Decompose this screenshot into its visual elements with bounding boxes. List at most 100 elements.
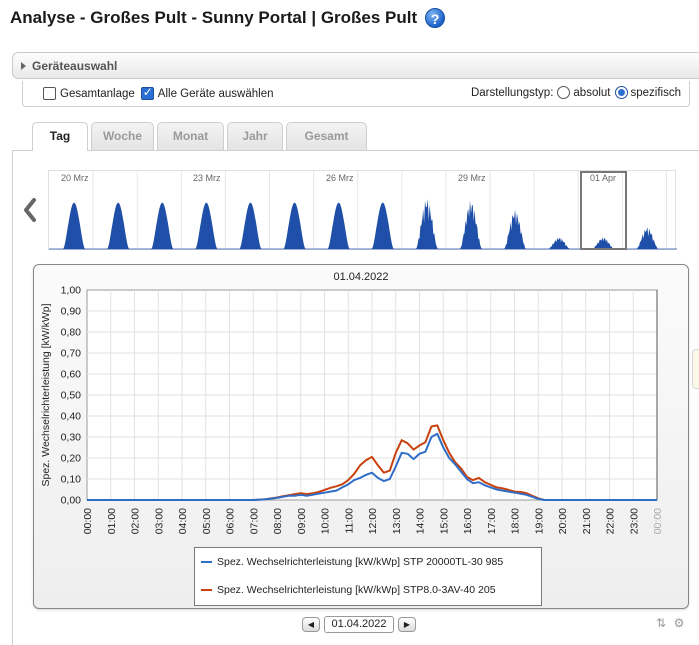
device-selection-label: Geräteauswahl [32,58,118,73]
date-input[interactable]: 01.04.2022 [324,616,394,633]
device-selection-header[interactable]: Geräteauswahl [12,52,699,79]
spezifisch-label: spezifisch [630,86,682,99]
y-tick-label: 0,20 [61,453,82,465]
overview-day-area [151,202,174,249]
x-tick-label: 12:00 [367,508,379,534]
tab-jahr[interactable]: Jahr [227,122,283,150]
overview-day-area [644,239,646,249]
overview-day-area [239,202,262,249]
gesamtanlage-checkbox[interactable] [43,87,56,100]
overview-date-label: 20 Mrz [61,173,89,183]
tab-woche[interactable]: Woche [91,122,154,150]
legend-label: Spez. Wechselrichterleistung [kW/kWp] ST… [217,584,496,596]
x-tick-label: 05:00 [201,508,213,534]
tab-monat[interactable]: Monat [157,122,224,150]
expand-triangle-icon [21,61,26,70]
overview-graph [49,171,677,250]
x-tick-label: 00:00 [652,508,664,534]
select-all-devices-checkbox[interactable] [140,85,154,100]
x-tick-label: 06:00 [225,508,237,534]
legend-item[interactable]: Spez. Wechselrichterleistung [kW/kWp] ST… [195,548,541,576]
x-tick-label: 16:00 [462,508,474,534]
x-tick-label: 01:00 [106,508,118,534]
table-view-icon[interactable]: ⇅ [655,616,667,630]
page-title: Analyse - Großes Pult - Sunny Portal | G… [10,8,446,28]
overview-day-area [327,202,350,249]
y-tick-label: 0,10 [61,474,82,486]
previous-period-arrow-icon[interactable] [22,198,38,222]
y-tick-label: 0,50 [61,390,82,402]
options-bar: Gesamtanlage Alle Geräte auswählen Darst… [22,81,690,107]
page-title-text: Analyse - Großes Pult - Sunny Portal | G… [10,8,418,27]
absolut-radio[interactable] [557,86,571,99]
select-all-devices-label: Alle Geräte auswählen [157,87,274,100]
previous-day-button[interactable]: ◀ [302,617,320,632]
y-tick-label: 0,60 [61,369,82,381]
day-overview-strip[interactable]: 20 Mrz 23 Mrz 26 Mrz 29 Mrz 01 Apr [48,170,677,250]
x-tick-label: 02:00 [130,508,142,534]
overview-selected-day-frame [580,171,627,250]
x-tick-label: 09:00 [296,508,308,534]
x-tick-label: 00:00 [82,508,94,534]
settings-gear-icon[interactable]: ⚙ [673,616,685,630]
chart-container: 01.04.2022 0,00 0,10 0,20 0,30 0,40 0,50 0,60 0… [33,264,689,609]
y-tick-label: 1,00 [61,285,82,297]
x-tick-label: 21:00 [581,508,593,534]
overview-date-label: 29 Mrz [458,173,486,183]
overview-day-area [415,198,438,249]
y-tick-label: 0,00 [61,495,82,507]
y-tick-label: 0,40 [61,411,82,423]
side-panel-handle[interactable] [692,349,699,389]
absolut-label: absolut [573,86,611,99]
date-navigator: ◀ 01.04.2022 ▶ [302,616,416,633]
x-tick-label: 04:00 [177,508,189,534]
tab-tag[interactable]: Tag [32,122,88,151]
x-tick-label: 03:00 [153,508,165,534]
x-tick-label: 07:00 [248,508,260,534]
line-chart: 0,00 0,10 0,20 0,30 0,40 0,50 0,60 0,70 0,80 0,90… [40,285,664,535]
x-tick-label: 18:00 [510,508,522,534]
legend-label: Spez. Wechselrichterleistung [kW/kWp] ST… [217,556,504,568]
x-tick-label: 22:00 [605,508,617,534]
overview-day-area [371,202,394,249]
overview-day-area [636,227,659,249]
legend-swatch-red [201,589,212,591]
overview-day-area [283,202,306,249]
overview-day-area [459,200,482,249]
display-type-group: Darstellungstyp: absolut spezifisch [471,86,681,99]
x-tick-label: 15:00 [438,508,450,534]
overview-day-area [63,202,86,249]
x-tick-label: 17:00 [486,508,498,534]
legend-swatch-blue [201,561,212,563]
overview-date-label: 23 Mrz [193,173,221,183]
gesamtanlage-option[interactable]: Gesamtanlage [43,87,135,100]
display-type-label: Darstellungstyp: [470,86,554,99]
gesamtanlage-label: Gesamtanlage [60,87,135,100]
x-tick-label: 13:00 [391,508,403,534]
next-day-button[interactable]: ▶ [398,617,416,632]
overview-date-label: 26 Mrz [326,173,354,183]
overview-day-area [107,202,130,249]
y-axis-label: Spez. Wechselrichterleistung [kW/kWp] [40,303,52,486]
series-line-stp8 [87,424,657,501]
x-tick-label: 23:00 [628,508,640,534]
select-all-devices-option[interactable]: Alle Geräte auswählen [140,85,274,100]
chart-title: 01.04.2022 [333,271,389,283]
chart-tools: ⇅ ⚙ [653,615,689,631]
overview-day-area [504,209,527,249]
overview-day-area [592,237,615,249]
x-tick-label: 11:00 [343,508,355,534]
spezifisch-radio[interactable] [614,86,628,99]
y-tick-label: 0,70 [61,348,82,360]
y-tick-label: 0,90 [61,306,82,318]
help-icon[interactable]: ? [425,8,446,28]
chart-legend: Spez. Wechselrichterleistung [kW/kWp] ST… [194,547,542,606]
overview-day-area [548,237,571,249]
y-tick-label: 0,30 [61,432,82,444]
x-tick-label: 10:00 [320,508,332,534]
legend-item[interactable]: Spez. Wechselrichterleistung [kW/kWp] ST… [195,576,541,604]
x-tick-label: 19:00 [533,508,545,534]
overview-day-area [195,202,218,249]
x-tick-label: 14:00 [415,508,427,534]
tab-gesamt[interactable]: Gesamt [286,122,367,150]
